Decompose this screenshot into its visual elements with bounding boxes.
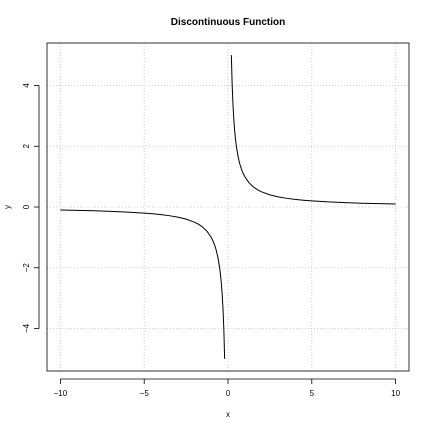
series-line-segment	[60, 209, 226, 359]
x-tick-label: 5	[310, 389, 315, 398]
x-tick-label: 10	[391, 389, 400, 398]
y-tick-label: 0	[22, 204, 31, 209]
x-tick-label: 0	[226, 389, 231, 398]
x-tick-label: −5	[140, 389, 150, 398]
y-tick-label: −4	[22, 323, 31, 333]
x-axis: −10 −5 0 5 10	[54, 378, 401, 398]
x-tick-label: −10	[54, 389, 68, 398]
y-tick-label: 2	[22, 143, 31, 148]
y-tick-label: −2	[22, 263, 31, 273]
y-tick-label: 4	[22, 83, 31, 88]
plot-frame	[46, 42, 410, 372]
y-axis: −4 −2 0 2 4	[22, 83, 40, 333]
grid	[47, 43, 409, 371]
series-line-segment	[230, 55, 396, 205]
series-layer	[60, 55, 396, 359]
x-axis-label: x	[226, 410, 230, 419]
chart-title: Discontinuous Function	[171, 17, 285, 28]
y-axis-label: y	[3, 205, 12, 209]
